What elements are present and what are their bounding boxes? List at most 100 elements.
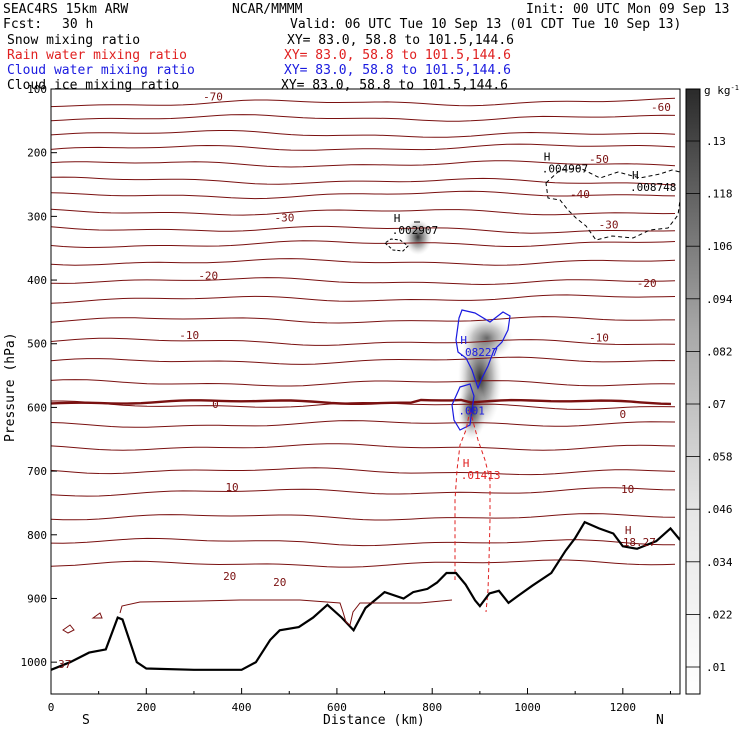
cloud-ice-contours bbox=[384, 167, 680, 252]
isotherm-label: 10 bbox=[621, 483, 634, 496]
fcst-label: Fcst: bbox=[3, 17, 42, 32]
plot-area: -70 -60 -50 -40 -30 -30 -20 -20 -10 -10 0 0 10 10 20 20… bbox=[51, 91, 680, 672]
fcst-value: 30 h bbox=[62, 17, 93, 32]
isotherm bbox=[51, 130, 676, 138]
small-contour-b bbox=[91, 612, 103, 619]
isotherm-label: -20 bbox=[637, 277, 657, 290]
isotherm bbox=[51, 487, 676, 497]
extremum-value: 18.27 bbox=[623, 536, 656, 549]
colorbar-tick-label: .082 bbox=[706, 345, 733, 358]
x-tick-label: 800 bbox=[422, 701, 442, 714]
isotherm-label: -70 bbox=[203, 91, 223, 104]
x-tick-label: 200 bbox=[136, 701, 156, 714]
y-tick-label: 800 bbox=[27, 529, 47, 542]
y-tick-label: 500 bbox=[27, 338, 47, 351]
center-title: NCAR/MMMM bbox=[232, 2, 303, 17]
y-tick-label: 400 bbox=[27, 274, 47, 287]
isotherm bbox=[51, 467, 676, 476]
isotherm bbox=[51, 114, 676, 122]
isotherm-label: -40 bbox=[570, 188, 590, 201]
isotherm bbox=[51, 316, 675, 324]
isotherm bbox=[51, 513, 676, 521]
small-contour-a bbox=[62, 624, 75, 634]
field-name-rain: Rain water mixing ratio bbox=[7, 48, 187, 63]
y-tick-label-top: 100 bbox=[27, 83, 47, 96]
colorbar-tick-label: .01 bbox=[706, 661, 726, 674]
x-axis-ticks: 0 200 400 600 800 1000 1200 bbox=[48, 688, 671, 714]
endpoint-left: S bbox=[82, 713, 90, 728]
colorbar-tick-label: .094 bbox=[706, 293, 733, 306]
extremum-value: .008748 bbox=[630, 181, 676, 194]
isotherm-label: -60 bbox=[651, 101, 671, 114]
y-tick-label: 1000 bbox=[21, 656, 48, 669]
field-xy-rain: XY= 83.0, 58.8 to 101.5,144.6 bbox=[284, 48, 511, 63]
ice-contour-left bbox=[384, 238, 409, 252]
y-axis-ticks: 200 300 400 500 600 700 800 900 1000 100 bbox=[21, 83, 57, 669]
field-xy-cloud-ice: XY= 83.0, 58.8 to 101.5,144.6 bbox=[281, 78, 508, 93]
isotherm bbox=[51, 97, 676, 108]
extremum-marker: H bbox=[460, 334, 467, 347]
extremum-value: .001 bbox=[458, 405, 485, 418]
rain-contour bbox=[454, 409, 491, 613]
isotherm bbox=[51, 356, 676, 365]
x-tick-label: 600 bbox=[327, 701, 347, 714]
extremum-value: .002907 bbox=[392, 224, 438, 237]
isotherm bbox=[51, 190, 676, 200]
isotherm bbox=[51, 160, 676, 168]
isotherm-label: -30 bbox=[599, 219, 619, 232]
isotherm bbox=[51, 143, 676, 151]
isotherm bbox=[51, 337, 676, 346]
y-tick-label: 300 bbox=[27, 210, 47, 223]
y-tick-label: 900 bbox=[27, 592, 47, 605]
x-tick-label: 1000 bbox=[514, 701, 541, 714]
isotherm-label: 0 bbox=[620, 408, 627, 421]
x-tick-label: 0 bbox=[48, 701, 55, 714]
colorbar-tick-label: .106 bbox=[706, 240, 733, 253]
colorbar-tick-label: .058 bbox=[706, 451, 733, 464]
y-tick-label: 200 bbox=[27, 147, 47, 160]
y-tick-label: 600 bbox=[27, 401, 47, 414]
colorbar-tick-label: .046 bbox=[706, 503, 733, 516]
isotherm-label: 10 bbox=[225, 481, 238, 494]
colorbar-fill bbox=[685, 88, 701, 695]
colorbar: .01 .022 .034 .046 .058 .07 .082 .094 .106 .118 .1… bbox=[685, 84, 739, 695]
colorbar-tick-label: .022 bbox=[706, 608, 733, 621]
isotherm-label: 0 bbox=[212, 398, 219, 411]
isotherm bbox=[51, 176, 676, 186]
y-axis-title: Pressure (hPa) bbox=[3, 332, 18, 442]
init-time: Init: 00 UTC Mon 09 Sep 13 bbox=[526, 2, 730, 17]
colorbar-tick-label: .118 bbox=[706, 188, 733, 201]
field-legend: Snow mixing ratio XY= 83.0, 58.8 to 101.… bbox=[7, 33, 514, 93]
extremum-value: .08227 bbox=[458, 346, 498, 359]
terrain-profile bbox=[51, 520, 680, 671]
colorbar-tick-label: .13 bbox=[706, 135, 726, 148]
isotherm-label: -50 bbox=[589, 153, 609, 166]
cloud-water-contour-upper bbox=[455, 309, 511, 390]
temperature-contours bbox=[51, 97, 676, 568]
extremum-value: .01413 bbox=[461, 469, 501, 482]
y-tick-label: 700 bbox=[27, 465, 47, 478]
model-title: SEAC4RS 15km ARW bbox=[3, 2, 128, 17]
extremum-marker: H bbox=[632, 169, 639, 182]
isotherm bbox=[51, 208, 676, 216]
colorbar-unit: g kg-1 bbox=[704, 84, 739, 97]
axes: 0 200 400 600 800 1000 1200 200300400500600700… bbox=[3, 83, 681, 728]
terrain-line bbox=[51, 520, 680, 671]
cloud-water-contours bbox=[451, 309, 511, 431]
isotherm-label: 20 bbox=[223, 570, 236, 583]
snow-shading-anvil bbox=[461, 316, 513, 360]
extremum-marker: H bbox=[544, 151, 551, 164]
isotherm bbox=[51, 277, 676, 286]
colorbar-tick-label: .034 bbox=[706, 556, 733, 569]
endpoint-right: N bbox=[656, 713, 664, 728]
isotherm bbox=[51, 559, 676, 568]
isotherm bbox=[51, 258, 676, 266]
valid-time: Valid: 06 UTC Tue 10 Sep 13 (01 CDT Tue … bbox=[290, 17, 681, 32]
isotherm bbox=[51, 379, 676, 387]
isotherm bbox=[51, 240, 676, 249]
contour-labels: -70 -60 -50 -40 -30 -30 -20 -20 -10 -10 0 0 10 10 20 20… bbox=[58, 91, 676, 672]
colorbar-tick-label: .07 bbox=[706, 398, 726, 411]
isotherm-label: 20 bbox=[273, 576, 286, 589]
colorbar-unit-exponent: -1 bbox=[731, 84, 739, 92]
